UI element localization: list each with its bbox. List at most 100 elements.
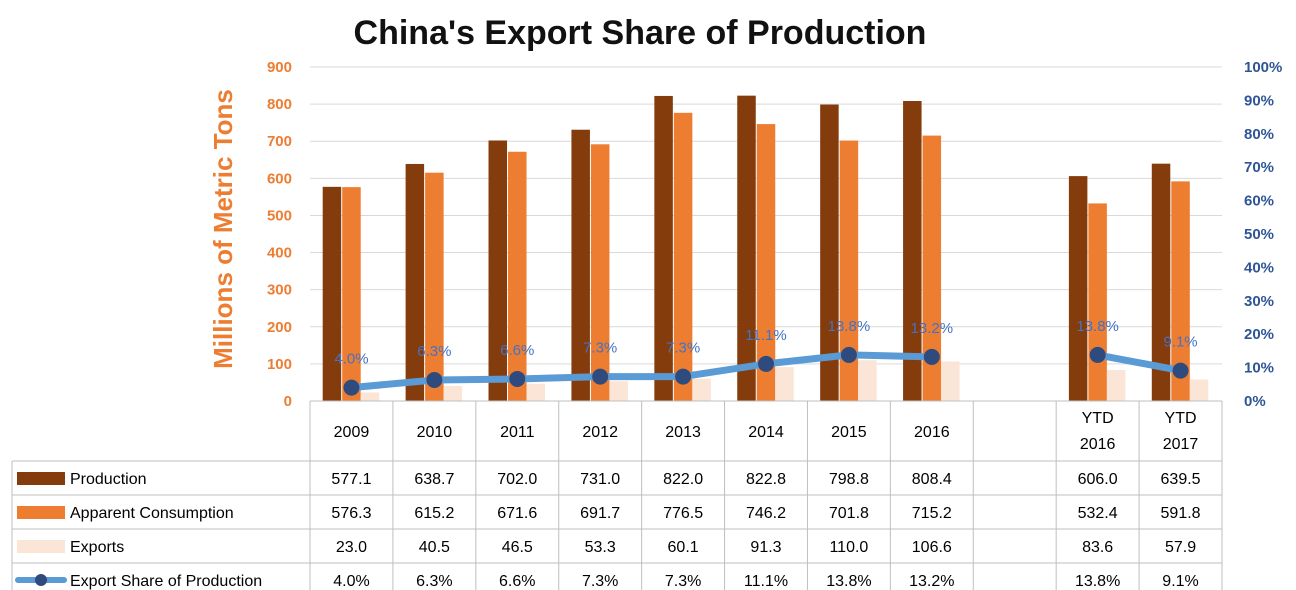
left-axis-tick-label: 100 (267, 356, 292, 373)
export-share-marker (343, 379, 360, 396)
table-cell: 638.7 (414, 471, 454, 488)
table-cell: 60.1 (668, 539, 699, 556)
table-cell: 7.3% (665, 573, 701, 590)
table-row-name: Apparent Consumption (70, 505, 234, 522)
export-share-line-layer: 4.0% 6.3% 6.6% 7.3% 7.3% 11.1% 13.8% 13.2% 13.8%… (334, 318, 1198, 396)
export-share-marker (840, 346, 857, 363)
table-cell: 57.9 (1165, 539, 1196, 556)
bar-exports (443, 385, 463, 401)
table-cell: 7.3% (582, 573, 618, 590)
export-share-data-label: 7.3% (583, 340, 617, 357)
export-share-line (348, 351, 936, 392)
table-cell: 83.6 (1082, 539, 1113, 556)
table-cell: 40.5 (419, 539, 450, 556)
table-cell: 23.0 (336, 539, 367, 556)
category-label: 2012 (582, 424, 618, 441)
table-cell: 6.3% (416, 573, 452, 590)
table-cell: 110.0 (829, 539, 868, 556)
table-cell: 13.2% (909, 573, 954, 590)
category-label: 2016 (914, 424, 950, 441)
bar-production (1068, 176, 1088, 401)
left-axis-tick-label: 800 (267, 96, 292, 113)
legend-key-apparent-consumption (17, 506, 65, 519)
bar-production (737, 95, 756, 401)
right-axis-tick-label: 80% (1244, 126, 1274, 143)
bar-apparent-consumption (1088, 203, 1107, 401)
bar-exports (609, 381, 628, 401)
export-share-data-label: 6.3% (417, 343, 451, 360)
y-axis-label: Millions of Metric Tons (208, 89, 238, 369)
left-axis-tick-label: 500 (267, 207, 292, 224)
table-cell: 702.0 (497, 471, 537, 488)
bar-exports (526, 383, 546, 401)
right-axis-tick-label: 100% (1244, 59, 1282, 76)
left-axis-tick-label: 900 (267, 59, 292, 76)
bar-apparent-consumption (425, 172, 444, 401)
bar-exports (692, 378, 711, 401)
right-axis-tick-label: 20% (1244, 326, 1274, 343)
right-axis-tick-label: 60% (1244, 193, 1274, 210)
left-axis-tick-label: 700 (267, 133, 292, 150)
category-label: 2010 (417, 424, 453, 441)
table-cell: 715.2 (912, 505, 952, 522)
table-cell: 798.8 (829, 471, 869, 488)
export-share-data-label: 9.1% (1163, 334, 1197, 351)
right-axis-tick-label: 40% (1244, 259, 1274, 276)
bar-apparent-consumption (342, 187, 361, 401)
table-cell: 576.3 (331, 505, 371, 522)
bar-apparent-consumption (673, 112, 693, 402)
table-cell: 701.8 (829, 505, 869, 522)
category-label: 2017 (1163, 436, 1199, 453)
table-cell: 9.1% (1162, 573, 1198, 590)
export-share-marker (923, 348, 940, 365)
table-row-name: Export Share of Production (70, 573, 262, 590)
category-label: YTD (1165, 410, 1197, 427)
export-share-data-label: 6.6% (500, 342, 534, 359)
bar-production (571, 129, 590, 401)
category-label: 2013 (665, 424, 701, 441)
table-cell: 691.7 (580, 505, 620, 522)
bar-production (820, 104, 839, 401)
table-cell: 746.2 (746, 505, 786, 522)
left-axis-tick-label: 300 (267, 282, 292, 299)
bars (310, 95, 1222, 402)
table-row-name: Exports (70, 539, 124, 556)
right-axis-tick-label: 30% (1244, 293, 1274, 310)
left-axis-tick-label: 0 (284, 393, 292, 410)
bar-exports (1106, 369, 1126, 401)
left-axis-tick-label: 400 (267, 245, 292, 262)
bar-production (903, 100, 922, 401)
right-axis-ticks: 0% 10% 20% 30% 40% 50% 60% 70% 80% 90% 100% (1244, 59, 1282, 410)
table-cell: 731.0 (580, 471, 620, 488)
export-share-data-label: 13.8% (1076, 318, 1119, 335)
export-share-marker (1089, 346, 1106, 363)
table-cell: 4.0% (333, 573, 369, 590)
left-axis-tick-label: 200 (267, 319, 292, 336)
table-cell: 615.2 (414, 505, 454, 522)
export-share-data-label: 7.3% (666, 340, 700, 357)
bar-apparent-consumption (508, 151, 527, 401)
legend-key-production (17, 472, 65, 485)
legend-key-exports (17, 540, 65, 553)
export-share-marker (509, 370, 526, 387)
category-label: YTD (1082, 410, 1114, 427)
bar-production (1151, 163, 1171, 401)
category-label: 2011 (500, 424, 535, 441)
export-share-marker (426, 371, 443, 388)
export-share-marker (1172, 362, 1189, 379)
data-table: 2009 2010 2011 2012 2013 2014 2015 2016 YTD 2016 Y… (11, 401, 1223, 590)
export-share-line (1094, 351, 1184, 375)
right-axis-tick-label: 70% (1244, 159, 1274, 176)
bar-production (405, 163, 425, 401)
bar-exports (1189, 379, 1209, 401)
bar-exports (941, 361, 960, 401)
table-row-name: Production (70, 471, 147, 488)
table-cell: 53.3 (585, 539, 616, 556)
right-axis-tick-label: 10% (1244, 360, 1274, 377)
table-cell: 6.6% (499, 573, 535, 590)
chart-title: China's Export Share of Production (354, 14, 927, 52)
table-cell: 106.6 (912, 539, 952, 556)
right-axis-tick-label: 50% (1244, 226, 1274, 243)
table-cell: 577.1 (331, 471, 371, 488)
